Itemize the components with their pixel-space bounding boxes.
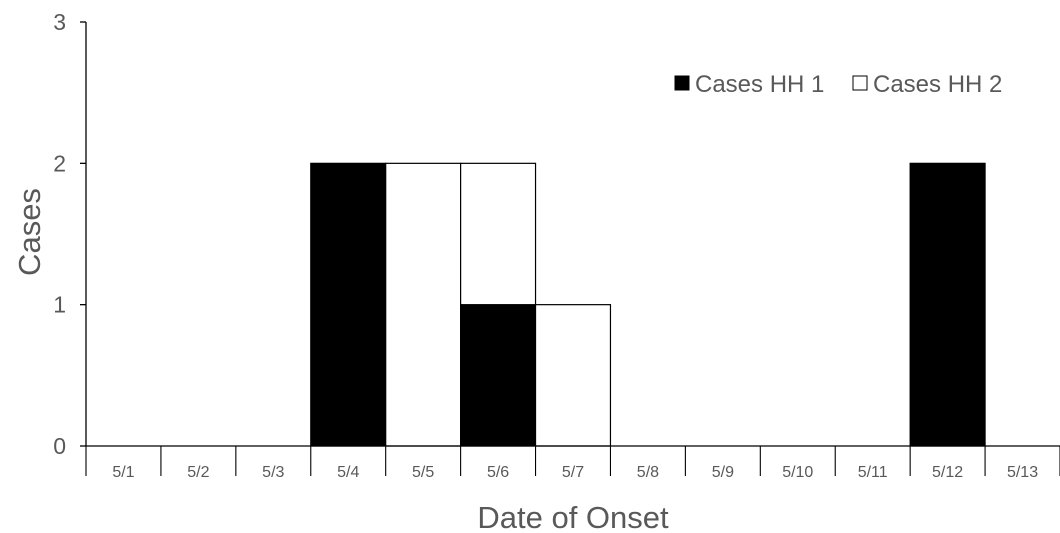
x-tick-label: 5/11 xyxy=(858,464,888,481)
x-tick-label: 5/10 xyxy=(782,464,813,481)
x-tick-label: 5/8 xyxy=(637,464,659,481)
ticks-group: 0 1 2 3 5/1 5/2 5/3 5/4 5/5 5/6 5/7 5/8 5/9 5/10 5/11 5… xyxy=(53,9,1060,481)
x-tick-label: 5/6 xyxy=(487,464,509,481)
legend-swatch-hh1 xyxy=(674,75,690,91)
x-tick-label: 5/3 xyxy=(262,464,284,481)
x-tick-label: 5/1 xyxy=(112,464,134,481)
x-tick-label: 5/13 xyxy=(1007,464,1038,481)
y-tick-label: 1 xyxy=(53,292,66,318)
bar-1-5-4 xyxy=(310,162,387,447)
legend-label-hh1: Cases HH 1 xyxy=(695,71,824,98)
y-tick-label: 2 xyxy=(53,150,66,176)
bar-2-5-7 xyxy=(534,304,612,447)
x-tick-label: 5/2 xyxy=(187,464,209,481)
x-axis-title: Date of Onset xyxy=(477,500,669,533)
y-axis-title: Cases xyxy=(12,188,47,276)
bar-2-5-5 xyxy=(385,162,462,447)
x-tick-label: 5/12 xyxy=(932,464,963,481)
axes-group xyxy=(85,22,1060,447)
bar-1-5-6 xyxy=(460,304,537,447)
legend-swatch-hh2 xyxy=(852,75,868,91)
y-tick-label: 0 xyxy=(53,433,66,459)
y-tick-label: 3 xyxy=(53,9,66,35)
bars-group xyxy=(310,162,986,447)
x-tick-label: 5/9 xyxy=(712,464,734,481)
bar-2-5-6 xyxy=(460,162,537,306)
x-tick-label: 5/4 xyxy=(337,464,359,481)
legend: Cases HH 1 Cases HH 2 xyxy=(674,71,1002,98)
legend-label-hh2: Cases HH 2 xyxy=(873,71,1002,98)
bar-1-5-12 xyxy=(909,162,986,447)
x-tick-label: 5/7 xyxy=(562,464,584,481)
x-tick-label: 5/5 xyxy=(412,464,434,481)
